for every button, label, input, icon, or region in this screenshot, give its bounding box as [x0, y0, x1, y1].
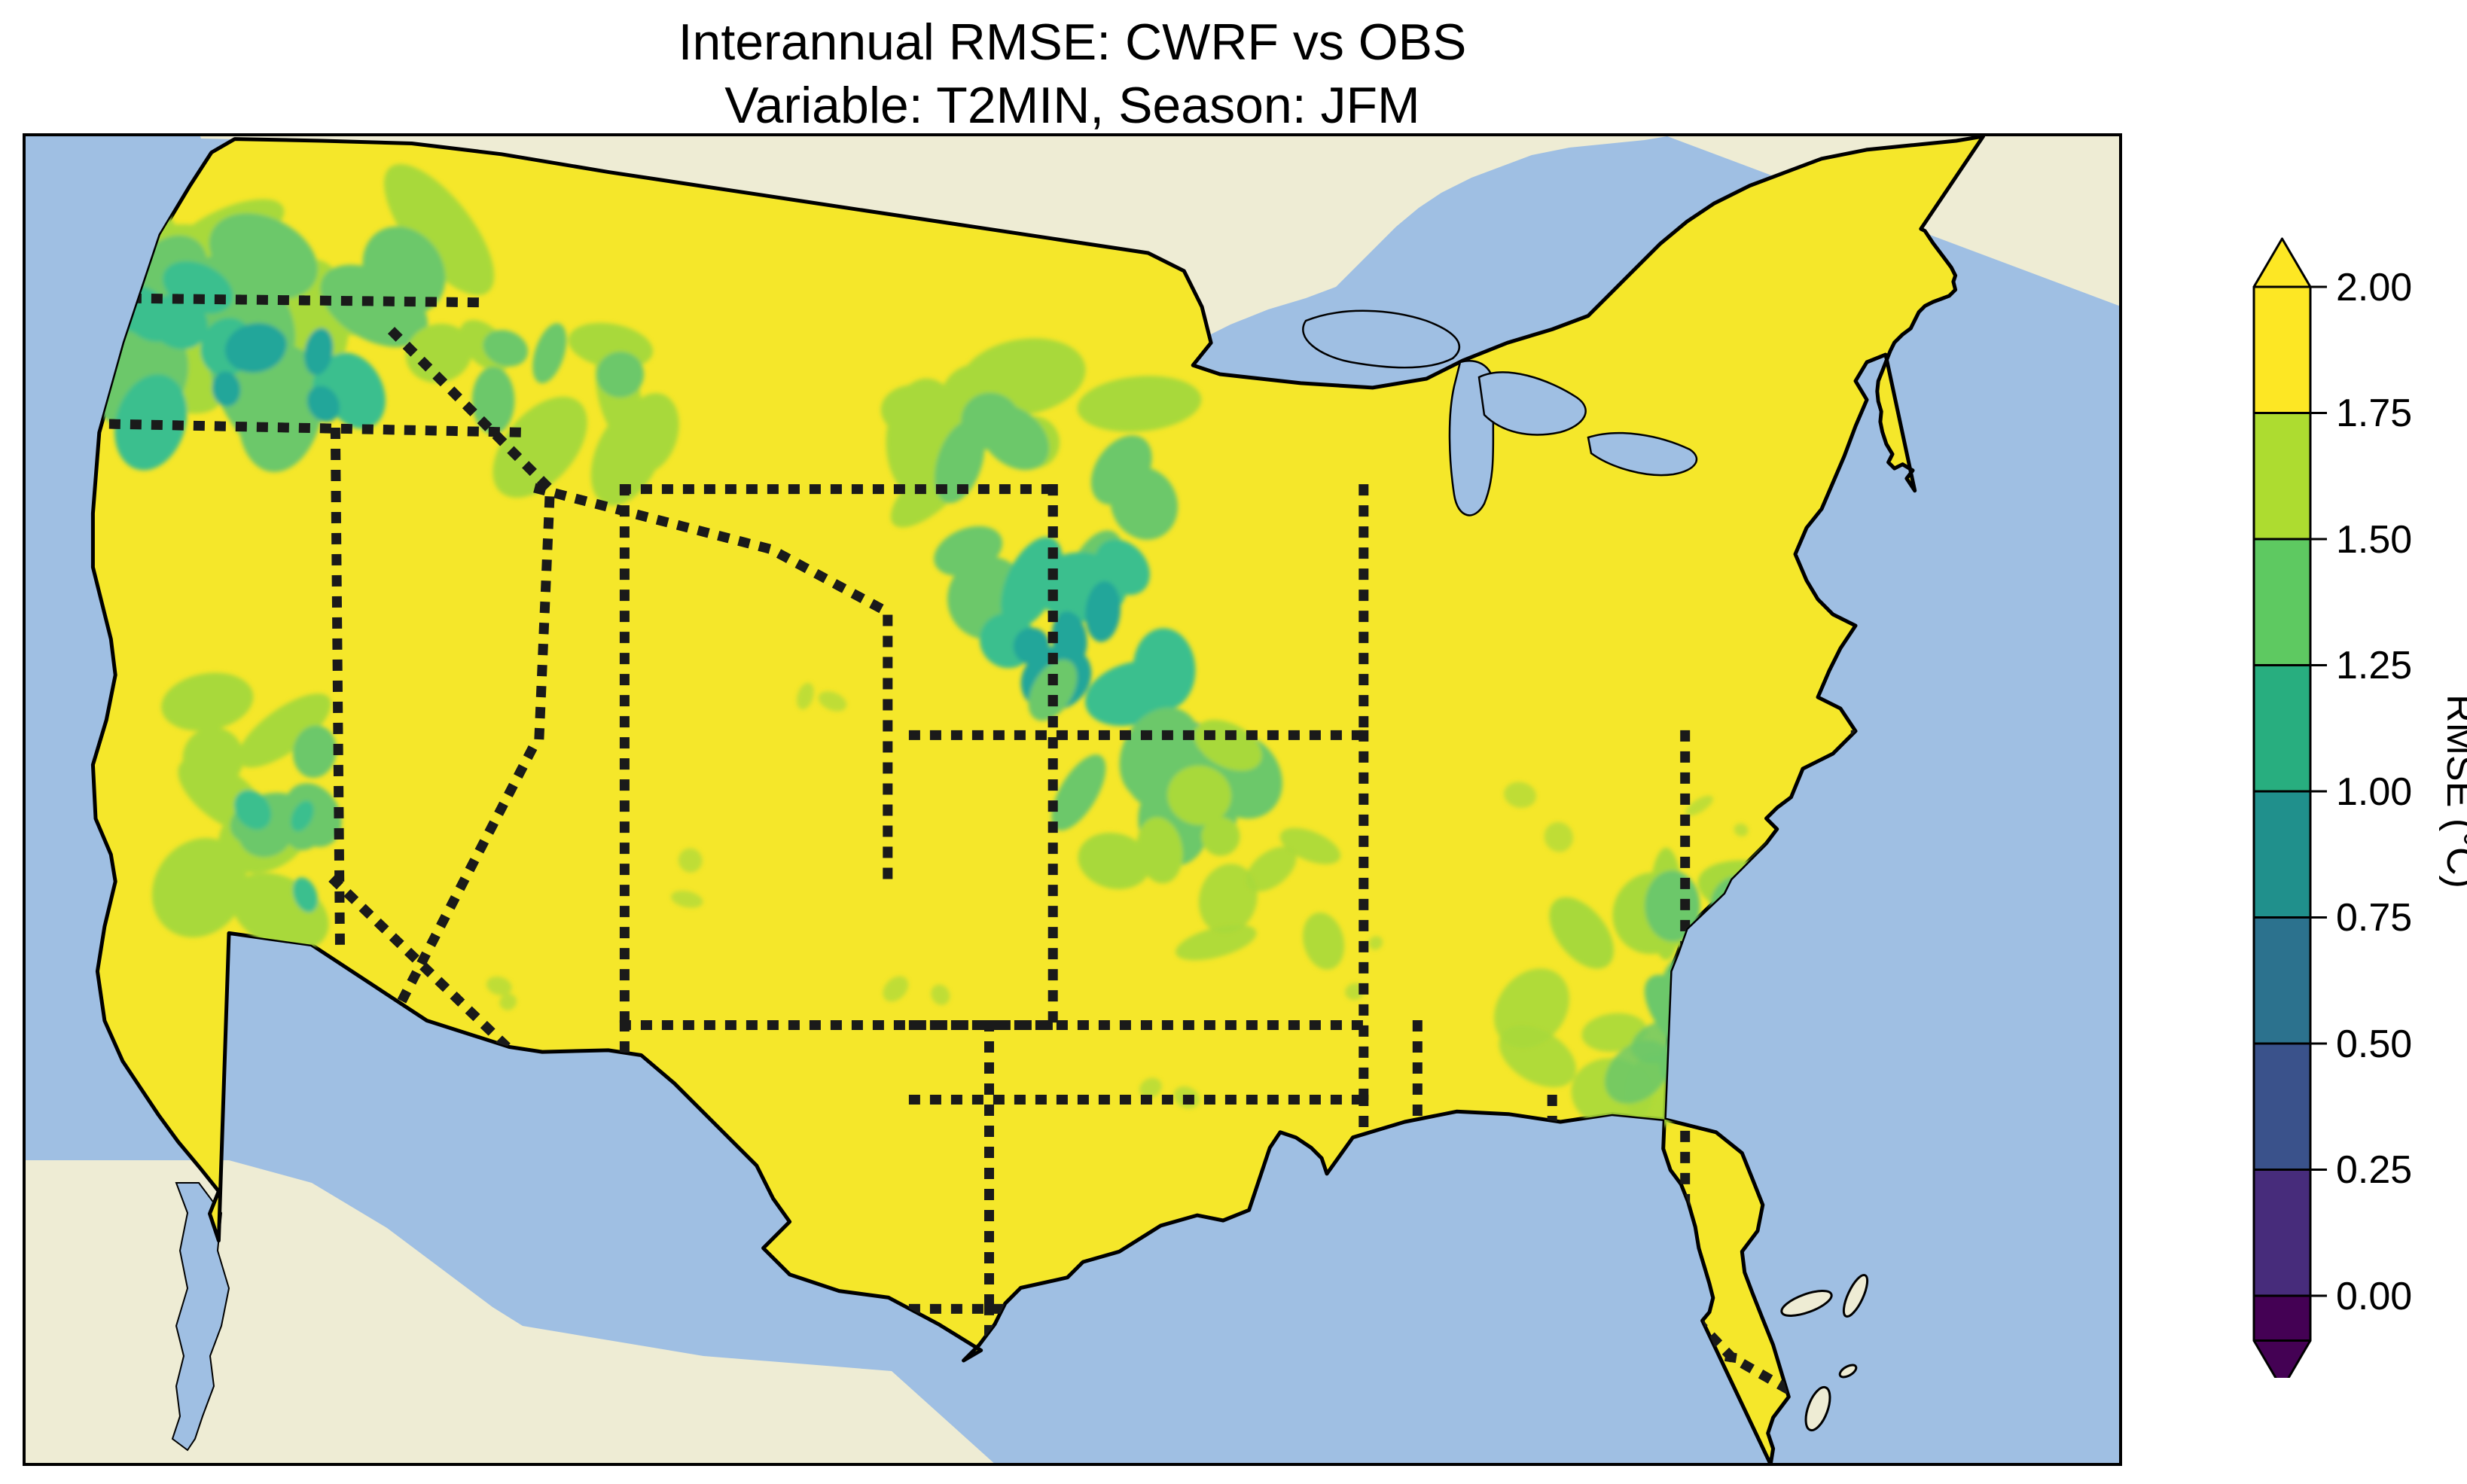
svg-text:0.00: 0.00 [2336, 1275, 2412, 1318]
svg-text:0.50: 0.50 [2336, 1022, 2412, 1066]
svg-text:RMSE (°C): RMSE (°C) [2438, 694, 2467, 888]
svg-text:1.00: 1.00 [2336, 770, 2412, 814]
svg-text:1.50: 1.50 [2336, 518, 2412, 562]
svg-text:1.75: 1.75 [2336, 392, 2412, 435]
svg-text:0.25: 0.25 [2336, 1148, 2412, 1192]
svg-text:0.75: 0.75 [2336, 896, 2412, 940]
svg-text:2.00: 2.00 [2336, 266, 2412, 309]
svg-text:1.25: 1.25 [2336, 644, 2412, 687]
